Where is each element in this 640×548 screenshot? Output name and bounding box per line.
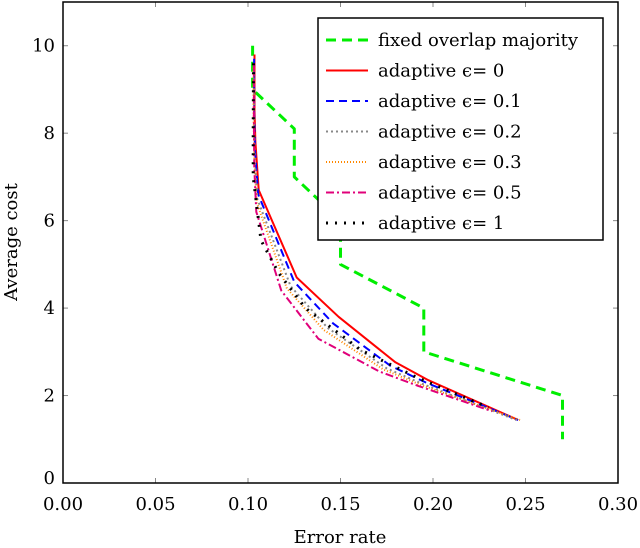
x-tick-label: 0.30 [598,494,638,515]
y-tick-label: 8 [44,123,55,144]
x-tick-label: 0.05 [135,494,175,515]
plot-frame [62,1,619,484]
y-tick-label: 6 [44,211,55,232]
legend-entry: adaptive ϵ= 0.3 [378,152,522,173]
legend-entry: adaptive ϵ= 0 [378,61,504,82]
x-tick-label: 0.10 [228,494,268,515]
legend: fixed overlap majority adaptive ϵ= 0 adapt… [317,17,604,241]
series-line [251,45,564,440]
x-tick-label: 0.15 [320,494,360,515]
legend-entry: adaptive ϵ= 0.5 [378,183,522,204]
series-line [252,63,493,413]
legend-entry: adaptive ϵ= 1 [378,213,504,234]
x-axis-label: Error rate [294,527,387,548]
legend-entry: adaptive ϵ= 0.1 [378,91,522,112]
y-tick-label: 4 [44,298,55,319]
y-tick-label: 0 [44,468,55,489]
y-tick-label: 2 [44,386,55,407]
legend-entry: fixed overlap majority [378,30,579,51]
ticks: 0.00 0.05 0.10 0.15 0.20 0.25 0.30 0 2 4 6 8 10 [32,2,638,515]
series-lines [251,45,564,440]
legend-entry: adaptive ϵ= 0.2 [378,122,522,143]
x-tick-label: 0.20 [413,494,453,515]
series-line [251,63,490,409]
legend-box [317,17,604,241]
y-tick-label: 10 [32,36,55,57]
y-axis-label: Average cost [1,182,22,301]
x-tick-label: 0.25 [505,494,545,515]
series-line [253,54,519,421]
x-tick-label: 0.00 [43,494,83,515]
